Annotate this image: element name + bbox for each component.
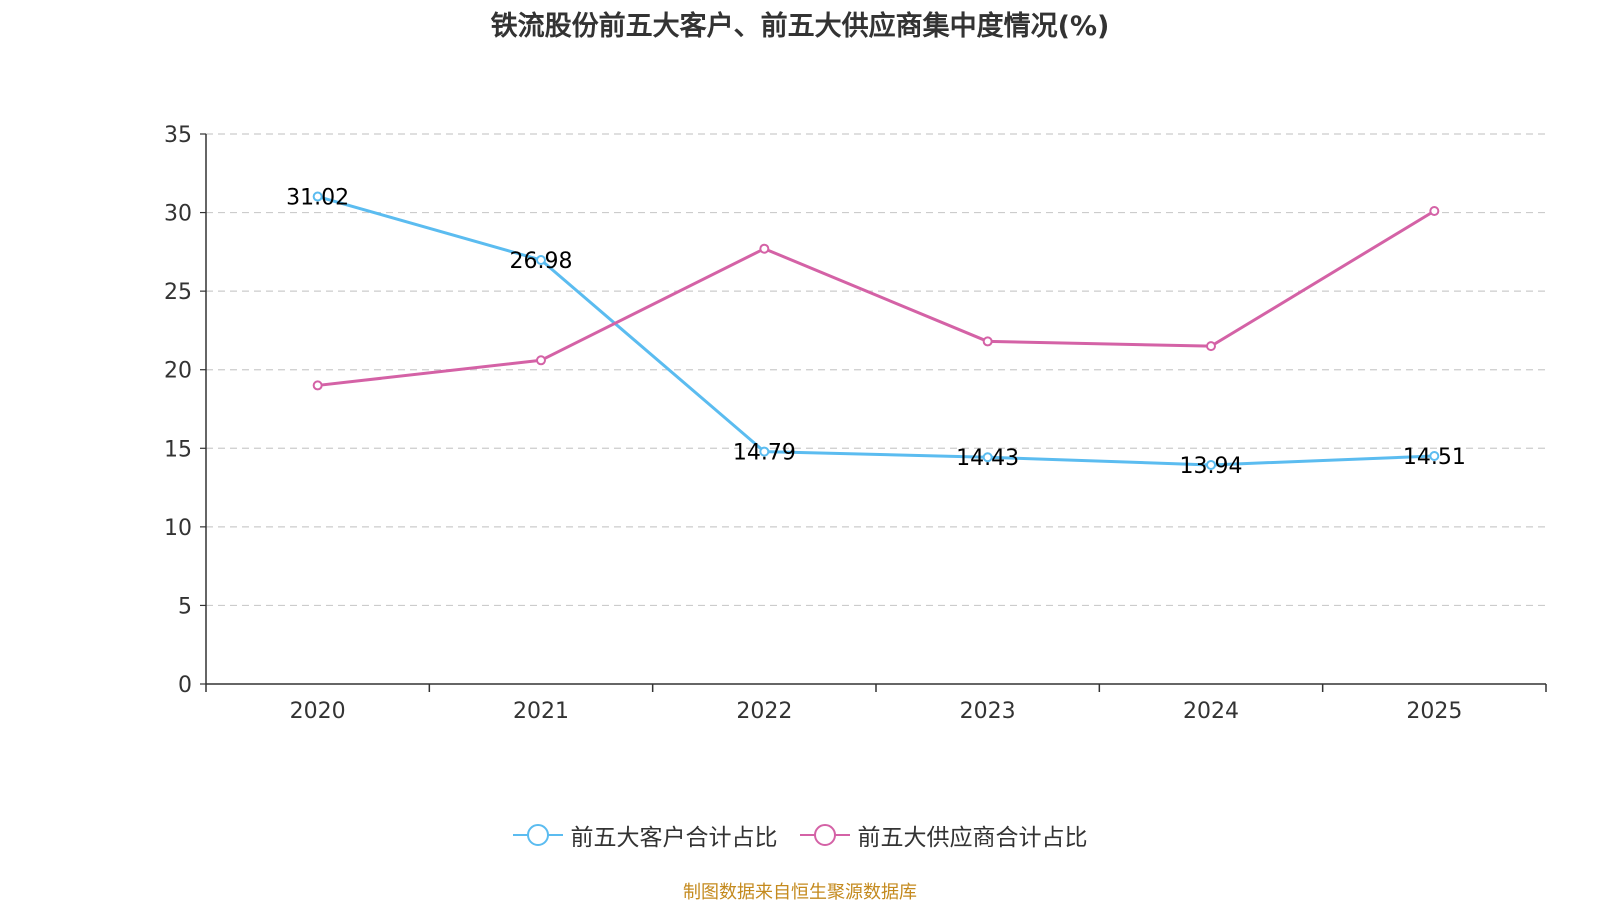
x-tick-label-2024: 2024 [1183, 699, 1239, 724]
x-tick-label-2021: 2021 [513, 699, 569, 724]
series-0-point-2023[interactable] [982, 452, 993, 463]
series-1-point-2022[interactable] [759, 243, 770, 254]
series-0-point-2020[interactable] [312, 191, 323, 202]
series-0-point-2022[interactable] [759, 446, 770, 457]
series-line-1 [317, 209, 1436, 387]
y-tick-label-35: 35 [164, 123, 192, 148]
y-tick-label-25: 25 [164, 280, 192, 305]
legend-customer-icon [512, 824, 563, 846]
series-1-point-2023[interactable] [982, 336, 993, 347]
data-label-2023: 14.43 [956, 446, 1019, 471]
x-tick-label-2025: 2025 [1406, 699, 1462, 724]
series-1-point-2025[interactable] [1429, 206, 1440, 216]
series-0-point-2021[interactable] [536, 255, 546, 266]
x-tick-label-2020: 2020 [290, 699, 346, 724]
chart-title: 铁流股份前五大客户、前五大供应商集中度情况(%) [490, 11, 1110, 42]
series-1-point-2021[interactable] [536, 355, 546, 366]
data-label-2025: 14.51 [1403, 445, 1466, 470]
source-note: 制图数据来自恒生聚源数据库 [683, 882, 917, 903]
grid-lines [206, 133, 1546, 607]
series-0-point-2024[interactable] [1206, 459, 1216, 470]
data-label-2024: 13.94 [1180, 454, 1243, 479]
series-lines [312, 191, 1440, 470]
x-tick-label-2023: 2023 [960, 699, 1016, 724]
legend-supplier-icon [799, 824, 850, 846]
series-0-point-2025[interactable] [1429, 450, 1440, 461]
y-tick-label-15: 15 [164, 437, 192, 462]
legend: 前五大客户合计占比 前五大供应商合计占比 [0, 818, 1600, 852]
data-label-2022: 14.79 [733, 441, 796, 466]
legend-item-supplier[interactable]: 前五大供应商合计占比 [799, 818, 1088, 852]
legend-item-customer[interactable]: 前五大客户合计占比 [512, 818, 778, 852]
data-label-2020: 31.02 [286, 186, 349, 211]
series-1-point-2020[interactable] [312, 380, 323, 391]
series-line-0 [317, 195, 1435, 467]
legend-label-customer: 前五大客户合计占比 [570, 825, 778, 851]
y-tick-label-5: 5 [178, 594, 192, 619]
data-label-2021: 26.98 [510, 249, 573, 274]
series-1-point-2024[interactable] [1206, 341, 1216, 352]
data-labels: 31.02 26.98 14.79 14.43 13.94 14.51 [286, 186, 1466, 479]
x-tick-label-2022: 2022 [736, 699, 792, 724]
y-tick-label-10: 10 [164, 516, 192, 541]
y-tick-label-30: 30 [164, 202, 192, 227]
y-tick-label-20: 20 [164, 359, 192, 384]
legend-label-supplier: 前五大供应商合计占比 [857, 825, 1088, 851]
y-tick-label-0: 0 [178, 673, 192, 698]
